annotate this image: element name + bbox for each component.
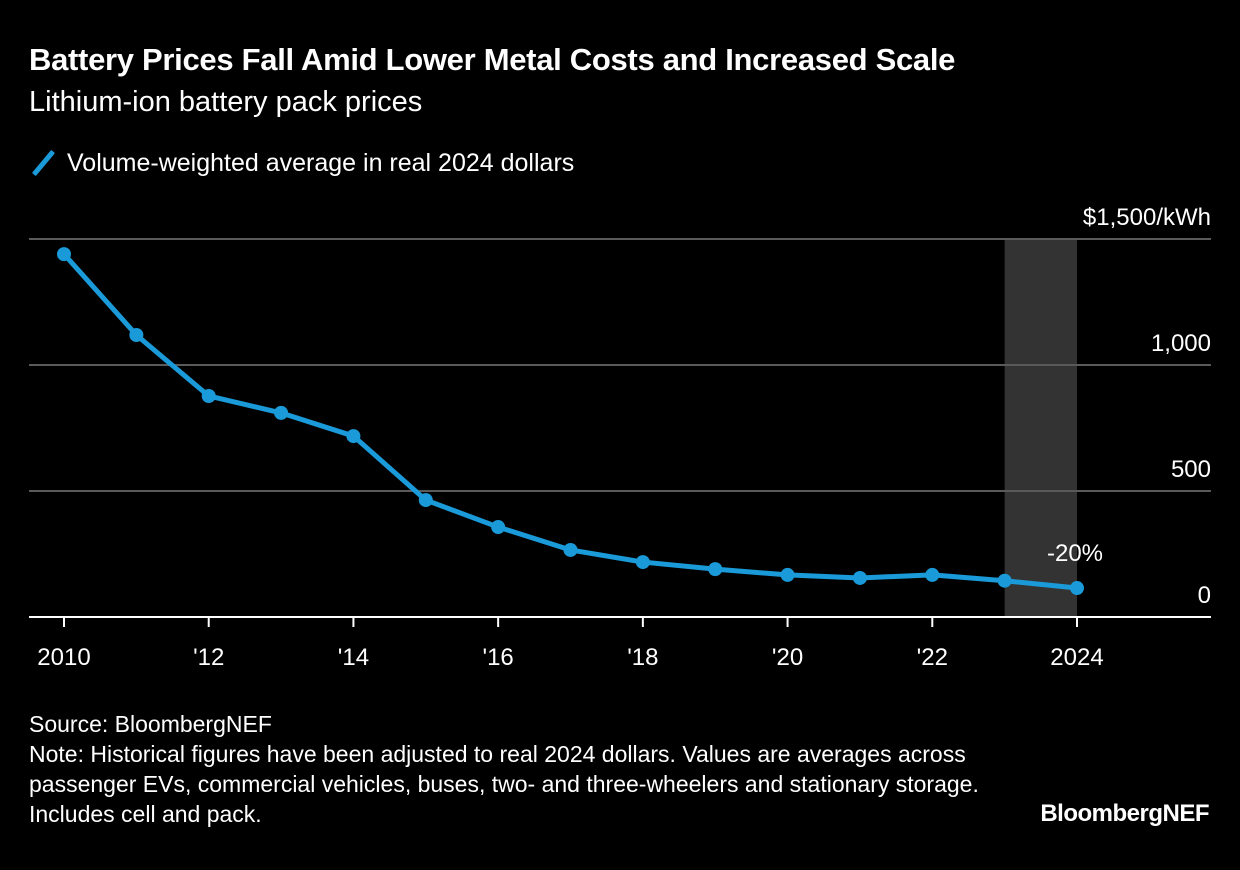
highlight-band [1004, 239, 1077, 617]
y-axis-labels: 0 500 1,000 $1,500/kWh [1083, 204, 1211, 609]
y-tick-label: 1,000 [1151, 330, 1211, 357]
data-point [635, 555, 650, 570]
note-text: Note: Historical figures have been adjus… [29, 741, 979, 827]
x-tick-label: 2024 [1050, 644, 1103, 671]
series-line-layer [61, 251, 1080, 591]
x-tick-label: '14 [338, 644, 369, 671]
data-point [129, 328, 144, 343]
x-tick-label: '18 [627, 644, 658, 671]
data-point [274, 405, 289, 420]
data-point [997, 573, 1012, 588]
annotation-label: -20% [1047, 540, 1103, 567]
x-tick-label: '16 [483, 644, 514, 671]
legend: Volume-weighted average in real 2024 dol… [29, 148, 574, 178]
line-chart: 0 500 1,000 $1,500/kWh 2010 '12 '14 '16 '18 '20 '… [29, 204, 1211, 671]
y-tick-label: 0 [1198, 582, 1211, 609]
data-point [780, 567, 795, 582]
footer: Source: BloombergNEF Note: Historical fi… [29, 709, 979, 829]
x-tick-label: '12 [193, 644, 224, 671]
data-point [201, 388, 216, 403]
source-text: Source: BloombergNEF [29, 711, 272, 737]
legend-label: Volume-weighted average in real 2024 dol… [67, 148, 575, 177]
series-points [57, 247, 1084, 596]
data-point [346, 429, 361, 444]
chart-subtitle: Lithium-ion battery pack prices [29, 86, 423, 118]
data-point [491, 520, 506, 535]
x-tick-label: '20 [772, 644, 803, 671]
data-point [852, 570, 867, 585]
chart-title: Battery Prices Fall Amid Lower Metal Cos… [29, 42, 956, 77]
y-tick-label: 500 [1171, 456, 1211, 483]
x-tick-label: '22 [917, 644, 948, 671]
series-line [61, 251, 1080, 591]
y-tick-label: $1,500/kWh [1083, 204, 1211, 231]
data-point [418, 493, 433, 508]
highlight-band-layer [1004, 239, 1077, 617]
data-point [1070, 581, 1084, 596]
x-axis-labels: 2010 '12 '14 '16 '18 '20 '22 2024 [37, 644, 1103, 671]
data-point [708, 562, 723, 577]
x-axis [29, 616, 1211, 627]
data-point [925, 567, 940, 582]
data-point [57, 247, 71, 262]
x-tick-label: 2010 [37, 644, 90, 671]
brand-logo: BloombergNEF [1040, 800, 1209, 827]
annotations: -20% [1047, 540, 1103, 567]
data-point [563, 542, 578, 557]
gridlines [29, 238, 1211, 492]
